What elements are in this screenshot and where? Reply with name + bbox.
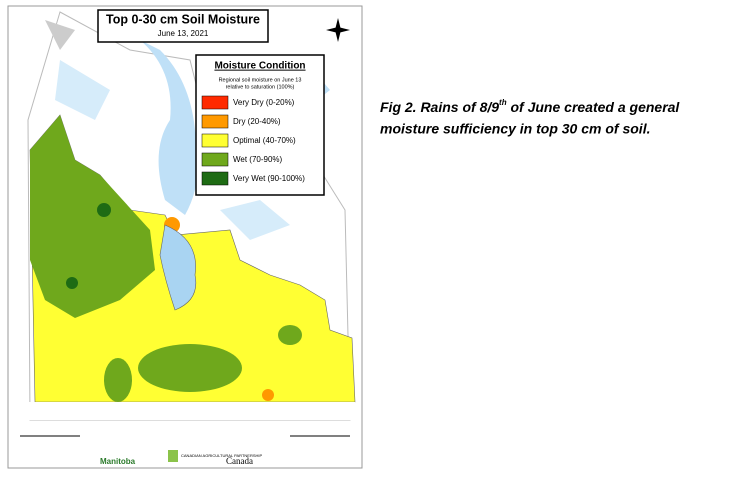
- legend-title: Moisture Condition: [214, 61, 305, 72]
- legend-label: Optimal (40-70%): [233, 136, 296, 145]
- legend-label: Dry (20-40%): [233, 117, 281, 126]
- legend-label: Very Dry (0-20%): [233, 98, 295, 107]
- footer-logo: [168, 450, 178, 462]
- caption-text: Fig 2. Rains of 8/9: [380, 99, 499, 115]
- map-footer: Manitoba CANADIAN AGRICULTURAL PARTNERSH…: [20, 435, 350, 466]
- map-date: June 13, 2021: [158, 29, 209, 38]
- caption-superscript: th: [499, 98, 507, 107]
- legend-swatch: [201, 114, 229, 129]
- caption-text: of June created a general: [507, 99, 681, 115]
- footer-province: Manitoba: [100, 457, 136, 466]
- legend-swatch: [201, 95, 229, 110]
- footer-partnership: CANADIAN AGRICULTURAL PARTNERSHIP: [181, 453, 263, 458]
- title-box: [97, 9, 269, 43]
- caption-line: Fig 2. Rains of 8/9th of June created a …: [380, 98, 680, 115]
- legend-items: Very Dry (0-20%) Dry (20-40%) Optimal (40-…: [201, 95, 305, 186]
- footer-country: Canada: [226, 456, 253, 466]
- compass: [326, 18, 350, 42]
- legend-subtitle: relative to saturation (100%): [226, 84, 295, 90]
- caption-line: moisture sufficiency in top 30 cm of soi…: [380, 121, 650, 137]
- legend-label: Wet (70-90%): [233, 155, 283, 164]
- legend-swatch: [201, 152, 229, 167]
- legend-swatch: [201, 171, 229, 186]
- map-title: Top 0-30 cm Soil Moisture: [106, 12, 260, 26]
- legend-subtitle: Regional soil moisture on June 13: [219, 77, 302, 83]
- legend-swatch: [201, 133, 229, 148]
- map-base: [27, 11, 356, 421]
- legend-label: Very Wet (90-100%): [233, 174, 305, 183]
